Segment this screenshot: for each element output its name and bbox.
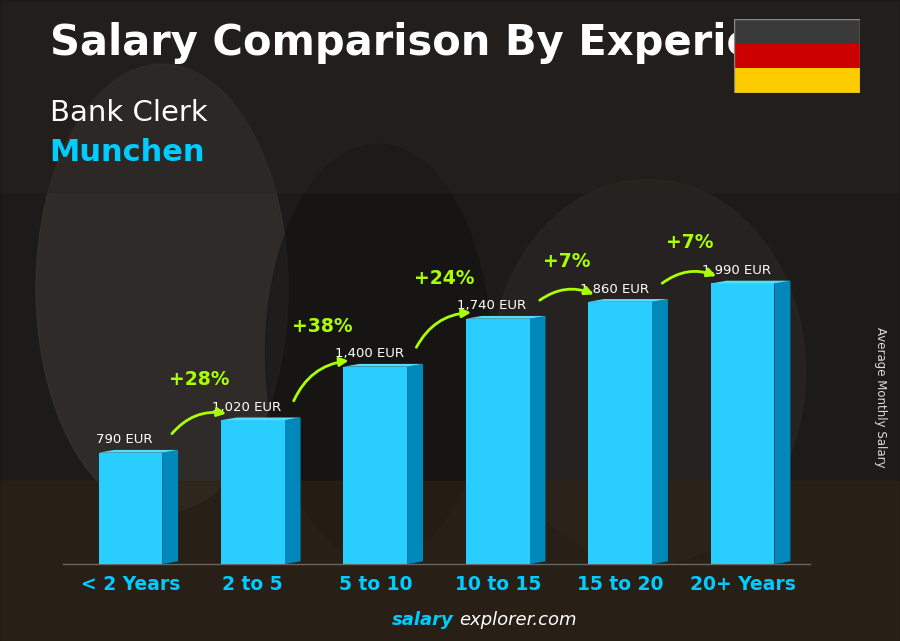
Ellipse shape [491, 179, 806, 564]
Text: +7%: +7% [666, 233, 713, 253]
Text: salary: salary [392, 612, 454, 629]
Polygon shape [775, 281, 790, 564]
Bar [734, 69, 860, 93]
Text: 1,990 EUR: 1,990 EUR [702, 264, 771, 277]
Bar [0, 0, 900, 192]
Text: Salary Comparison By Experience: Salary Comparison By Experience [50, 22, 837, 65]
FancyArrowPatch shape [172, 408, 223, 434]
Bar [98, 453, 162, 564]
Text: +7%: +7% [544, 252, 590, 271]
FancyArrowPatch shape [540, 287, 591, 300]
FancyArrowPatch shape [293, 358, 346, 401]
Bar [734, 44, 860, 69]
FancyArrowPatch shape [662, 269, 714, 283]
Polygon shape [589, 299, 668, 302]
Polygon shape [711, 281, 790, 283]
Polygon shape [284, 417, 301, 564]
Ellipse shape [36, 64, 288, 513]
Text: +24%: +24% [414, 269, 474, 288]
Bar [734, 19, 860, 44]
Bar [466, 319, 529, 564]
Text: 1,860 EUR: 1,860 EUR [580, 283, 649, 296]
Text: +28%: +28% [169, 370, 230, 389]
Text: Bank Clerk: Bank Clerk [50, 99, 207, 128]
FancyArrowPatch shape [417, 310, 468, 347]
Bar [344, 367, 407, 564]
Ellipse shape [266, 144, 491, 561]
Bar [589, 302, 652, 564]
Text: 1,020 EUR: 1,020 EUR [212, 401, 282, 414]
Polygon shape [407, 364, 423, 564]
Text: Munchen: Munchen [50, 138, 205, 167]
Polygon shape [466, 316, 545, 319]
Text: Average Monthly Salary: Average Monthly Salary [874, 327, 886, 468]
Polygon shape [344, 364, 423, 367]
Polygon shape [652, 299, 668, 564]
Polygon shape [221, 417, 301, 420]
Polygon shape [529, 316, 545, 564]
Bar [0, 481, 900, 641]
Polygon shape [98, 450, 178, 453]
Text: explorer.com: explorer.com [459, 612, 577, 629]
Text: 1,400 EUR: 1,400 EUR [335, 347, 403, 360]
Text: 790 EUR: 790 EUR [96, 433, 152, 446]
Polygon shape [162, 450, 178, 564]
Text: +38%: +38% [292, 317, 352, 336]
Bar [221, 420, 284, 564]
Bar [711, 283, 775, 564]
Text: 1,740 EUR: 1,740 EUR [457, 299, 526, 312]
